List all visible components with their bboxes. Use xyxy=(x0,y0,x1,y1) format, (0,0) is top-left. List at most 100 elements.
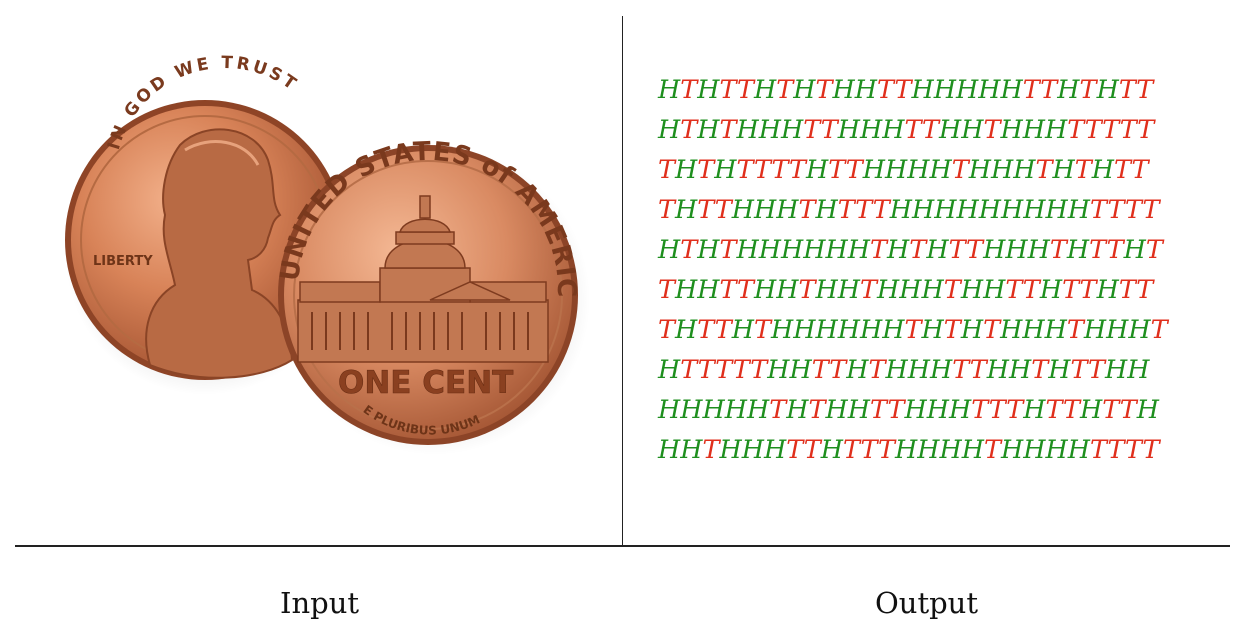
tails-outcome: T xyxy=(786,435,803,465)
coin-illustration: IN GOD WE TRUST LIBERTY xyxy=(0,0,622,545)
heads-outcome: H xyxy=(922,315,944,345)
tails-outcome: T xyxy=(1102,395,1119,425)
heads-outcome: H xyxy=(1092,155,1114,185)
tails-outcome: T xyxy=(1075,155,1092,185)
sequence-row: HTHTHHHHHHTHTHTTHHHTHTTHT xyxy=(658,230,1218,270)
heads-outcome: H xyxy=(983,275,1005,305)
tails-outcome: T xyxy=(966,235,983,265)
tails-outcome: T xyxy=(829,355,846,385)
tails-outcome: T xyxy=(1062,275,1079,305)
input-caption: Input xyxy=(280,586,359,620)
heads-outcome: H xyxy=(1001,195,1023,225)
heads-outcome: H xyxy=(978,75,1000,105)
tails-outcome: T xyxy=(1137,115,1154,145)
heads-outcome: H xyxy=(697,235,719,265)
tails-outcome: T xyxy=(697,195,714,225)
heads-outcome: H xyxy=(961,115,983,145)
tails-outcome: T xyxy=(737,75,754,105)
heads-outcome: H xyxy=(848,395,870,425)
tails-outcome: T xyxy=(715,195,732,225)
heads-outcome: H xyxy=(1000,315,1022,345)
heads-outcome: H xyxy=(961,275,983,305)
tails-outcome: T xyxy=(1120,395,1137,425)
heads-outcome: H xyxy=(962,435,984,465)
tails-outcome: T xyxy=(1132,155,1149,185)
tails-outcome: T xyxy=(799,275,816,305)
heads-outcome: H xyxy=(725,395,747,425)
heads-outcome: H xyxy=(887,235,909,265)
tails-outcome: T xyxy=(1080,75,1097,105)
tails-outcome: T xyxy=(1063,395,1080,425)
heads-outcome: H xyxy=(776,195,798,225)
heads-outcome: H xyxy=(1023,435,1045,465)
heads-outcome: H xyxy=(1127,355,1149,385)
heads-outcome: H xyxy=(838,275,860,305)
tails-outcome: T xyxy=(949,235,966,265)
sequence-row: THTHTTTTHTTHHHHTHHHTHTHTT xyxy=(658,150,1218,190)
tails-outcome: T xyxy=(861,435,878,465)
heads-outcome: H xyxy=(940,435,962,465)
tails-outcome: T xyxy=(1108,195,1125,225)
heads-outcome: H xyxy=(1128,315,1150,345)
tails-outcome: T xyxy=(1085,115,1102,145)
heads-outcome: H xyxy=(1048,355,1070,385)
heads-outcome: H xyxy=(759,115,781,145)
heads-outcome: H xyxy=(754,75,776,105)
heads-outcome: H xyxy=(912,75,934,105)
tails-outcome: T xyxy=(680,115,697,145)
heads-outcome: H xyxy=(848,235,870,265)
tails-outcome: T xyxy=(715,355,732,385)
heads-outcome: H xyxy=(1067,235,1089,265)
heads-outcome: H xyxy=(781,235,803,265)
heads-outcome: H xyxy=(826,395,848,425)
tails-outcome: T xyxy=(989,395,1006,425)
heads-outcome: H xyxy=(969,155,991,185)
heads-outcome: H xyxy=(1137,395,1159,425)
tails-outcome: T xyxy=(680,75,697,105)
input-panel: IN GOD WE TRUST LIBERTY xyxy=(0,0,622,545)
heads-outcome: H xyxy=(899,275,921,305)
tails-outcome: T xyxy=(1006,395,1023,425)
heads-outcome: H xyxy=(1013,155,1035,185)
tails-outcome: T xyxy=(789,155,806,185)
heads-outcome: H xyxy=(1023,195,1045,225)
tails-outcome: T xyxy=(772,155,789,185)
output-caption: Output xyxy=(875,586,978,620)
heads-outcome: H xyxy=(658,235,680,265)
heads-outcome: H xyxy=(926,235,948,265)
tails-outcome: T xyxy=(750,355,767,385)
tails-outcome: T xyxy=(658,195,675,225)
heads-outcome: H xyxy=(658,75,680,105)
heads-outcome: H xyxy=(816,315,838,345)
heads-outcome: H xyxy=(1046,435,1068,465)
tails-outcome: T xyxy=(754,155,771,185)
heads-outcome: H xyxy=(675,195,697,225)
heads-outcome: H xyxy=(1009,355,1031,385)
heads-outcome: H xyxy=(658,395,680,425)
heads-outcome: H xyxy=(816,195,838,225)
heads-outcome: H xyxy=(860,115,882,145)
heads-outcome: H xyxy=(764,435,786,465)
heads-outcome: H xyxy=(838,315,860,345)
tails-outcome: T xyxy=(860,275,877,305)
heads-outcome: H xyxy=(961,315,983,345)
heads-outcome: H xyxy=(697,275,719,305)
heads-outcome: H xyxy=(885,355,907,385)
heads-outcome: H xyxy=(890,195,912,225)
heads-outcome: H xyxy=(983,235,1005,265)
heads-outcome: H xyxy=(939,115,961,145)
heads-outcome: H xyxy=(720,435,742,465)
tails-outcome: T xyxy=(873,195,890,225)
tails-outcome: T xyxy=(1023,75,1040,105)
tails-outcome: T xyxy=(720,275,737,305)
heads-outcome: H xyxy=(732,195,754,225)
one-cent-text: ONE CENT xyxy=(338,365,513,401)
heads-outcome: H xyxy=(927,395,949,425)
tails-outcome: T xyxy=(984,115,1001,145)
heads-outcome: H xyxy=(1080,395,1102,425)
heads-outcome: H xyxy=(754,275,776,305)
heads-outcome: H xyxy=(737,235,759,265)
tails-outcome: T xyxy=(1102,115,1119,145)
tails-outcome: T xyxy=(658,155,675,185)
tails-outcome: T xyxy=(680,355,697,385)
